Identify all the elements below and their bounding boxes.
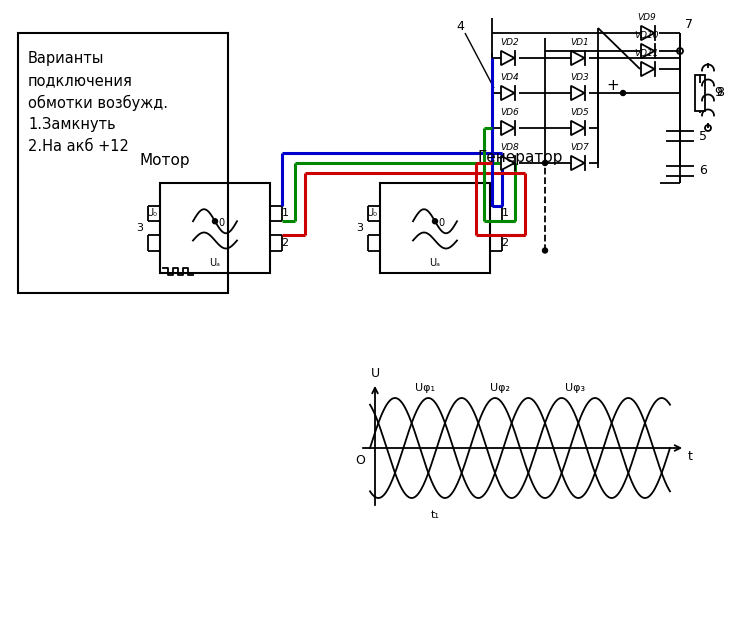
Text: 5: 5	[699, 130, 707, 143]
Text: Генератор: Генератор	[477, 150, 562, 165]
Text: обмотки возбужд.: обмотки возбужд.	[28, 95, 168, 111]
Text: VD4: VD4	[501, 73, 519, 82]
Text: 0: 0	[218, 219, 224, 229]
Polygon shape	[641, 44, 655, 58]
Text: VD8: VD8	[501, 143, 519, 152]
Text: 1: 1	[502, 208, 509, 218]
Text: VD5: VD5	[571, 108, 590, 117]
Text: U: U	[370, 367, 380, 380]
Circle shape	[433, 219, 437, 224]
Text: 2: 2	[281, 238, 289, 248]
Text: 7: 7	[685, 18, 693, 31]
Bar	[380, 183, 490, 273]
Polygon shape	[571, 86, 584, 100]
Polygon shape	[501, 121, 515, 135]
Circle shape	[542, 248, 548, 253]
Text: VD6: VD6	[501, 108, 519, 117]
Text: 0: 0	[438, 219, 444, 229]
Text: t: t	[688, 450, 693, 462]
Text: 2: 2	[502, 238, 509, 248]
Text: 2.На акб +12: 2.На акб +12	[28, 139, 129, 154]
Text: Мотор: Мотор	[140, 153, 190, 168]
Text: 1.Замкнуть: 1.Замкнуть	[28, 117, 116, 132]
Text: t₁: t₁	[430, 510, 439, 520]
Text: VD7: VD7	[571, 143, 590, 152]
Text: 8: 8	[716, 87, 724, 100]
Polygon shape	[641, 62, 655, 76]
Circle shape	[212, 219, 217, 224]
Text: VD1: VD1	[571, 38, 590, 47]
Polygon shape	[501, 51, 515, 65]
Text: VD3: VD3	[571, 73, 590, 82]
Text: VD9: VD9	[638, 13, 656, 22]
Text: Uφ₁: Uφ₁	[415, 383, 435, 393]
Text: 4: 4	[456, 20, 464, 33]
Polygon shape	[501, 156, 515, 170]
Text: +: +	[606, 77, 619, 92]
Bar	[18, 33, 228, 293]
Text: 3: 3	[136, 223, 143, 233]
Text: 1: 1	[281, 208, 289, 218]
Text: VD2: VD2	[501, 38, 519, 47]
Text: VD11: VD11	[634, 49, 659, 58]
Text: 6: 6	[699, 164, 706, 178]
Text: VD10: VD10	[634, 31, 659, 40]
Text: Uφ₂: Uφ₂	[490, 383, 510, 393]
Bar	[695, 75, 705, 111]
Text: 3: 3	[356, 223, 364, 233]
Text: Uφ₃: Uφ₃	[565, 383, 585, 393]
Polygon shape	[571, 156, 584, 170]
Bar	[160, 183, 270, 273]
Circle shape	[620, 90, 626, 95]
Text: U₀: U₀	[367, 208, 377, 218]
Polygon shape	[501, 86, 515, 100]
Text: U₀: U₀	[146, 208, 158, 218]
Text: подключения: подключения	[28, 73, 133, 88]
Text: Варианты: Варианты	[28, 51, 104, 66]
Polygon shape	[571, 121, 584, 135]
Text: Uₐ: Uₐ	[430, 258, 440, 268]
Text: O: O	[356, 454, 365, 467]
Polygon shape	[571, 51, 584, 65]
Text: Uₐ: Uₐ	[209, 258, 220, 268]
Circle shape	[542, 161, 548, 166]
Polygon shape	[641, 26, 655, 40]
Text: 9: 9	[714, 87, 722, 100]
